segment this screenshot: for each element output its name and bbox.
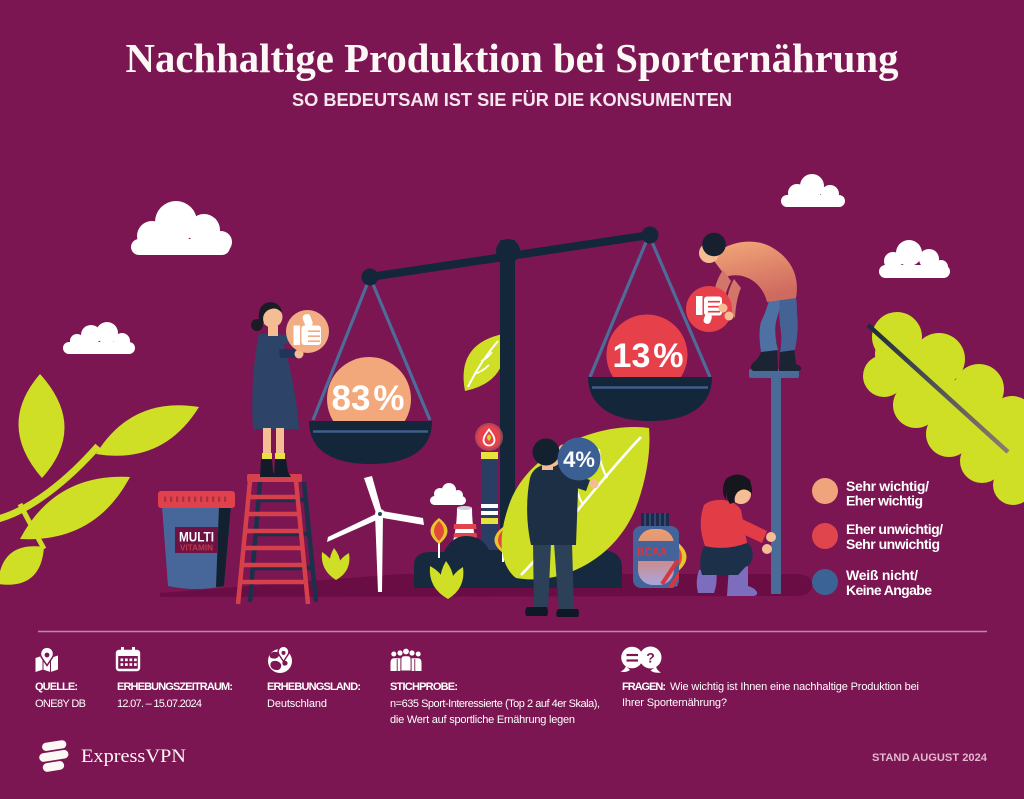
svg-text:MULTI: MULTI — [179, 530, 214, 545]
svg-text:?: ? — [646, 650, 655, 666]
svg-text:Weiß nicht/: Weiß nicht/ — [846, 567, 918, 583]
svg-text:Deutschland: Deutschland — [267, 698, 327, 710]
svg-text:13 %: 13 % — [613, 337, 684, 375]
svg-text:Wie wichtig ist Ihnen eine nac: Wie wichtig ist Ihnen eine nachhaltige P… — [670, 681, 919, 693]
svg-text:BCAA: BCAA — [637, 547, 667, 559]
svg-text:Sehr wichtig/: Sehr wichtig/ — [846, 478, 929, 494]
svg-text:FRAGEN:: FRAGEN: — [622, 681, 666, 693]
svg-text:Eher unwichtig/: Eher unwichtig/ — [846, 521, 943, 537]
svg-text:83 %: 83 % — [332, 379, 405, 418]
svg-text:ExpressVPN: ExpressVPN — [81, 747, 186, 767]
svg-text:ERHEBUNGSZEITRAUM:: ERHEBUNGSZEITRAUM: — [117, 681, 233, 693]
svg-text:12.07. – 15.07.2024: 12.07. – 15.07.2024 — [117, 698, 202, 710]
svg-text:STICHPROBE:: STICHPROBE: — [390, 681, 458, 693]
svg-text:Nachhaltige Produktion bei Spo: Nachhaltige Produktion bei Sporternährun… — [126, 35, 899, 81]
svg-text:n=635 Sport-Interessierte (Top: n=635 Sport-Interessierte (Top 2 auf 4er… — [390, 698, 600, 710]
svg-text:VITAMIN: VITAMIN — [180, 544, 213, 553]
svg-text:Sehr unwichtig: Sehr unwichtig — [846, 536, 940, 552]
svg-text:4%: 4% — [563, 447, 595, 472]
svg-text:SO BEDEUTSAM IST SIE FÜR DIE K: SO BEDEUTSAM IST SIE FÜR DIE KONSUMENTEN — [292, 90, 732, 110]
svg-text:QUELLE:: QUELLE: — [35, 681, 78, 693]
svg-text:ERHEBUNGSLAND:: ERHEBUNGSLAND: — [267, 681, 361, 693]
svg-text:Keine Angabe: Keine Angabe — [846, 582, 932, 598]
svg-text:Ihrer Sporternährung?: Ihrer Sporternährung? — [622, 697, 727, 709]
svg-text:die Wert auf sportliche Ernähr: die Wert auf sportliche Ernährung legen — [390, 714, 575, 726]
svg-text:ONE8Y DB: ONE8Y DB — [35, 698, 86, 710]
svg-text:STAND AUGUST 2024: STAND AUGUST 2024 — [872, 752, 988, 764]
svg-text:Eher wichtig: Eher wichtig — [846, 493, 923, 509]
